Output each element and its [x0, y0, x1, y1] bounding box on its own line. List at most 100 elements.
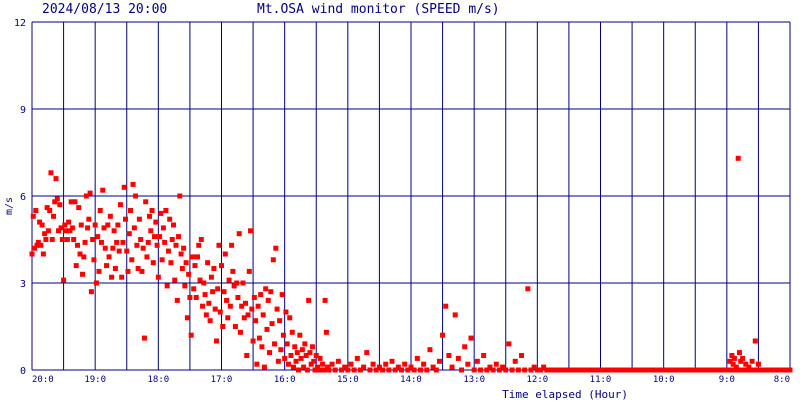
data-point [213, 338, 219, 344]
data-point [351, 367, 357, 373]
data-point [197, 277, 203, 283]
data-point [433, 367, 439, 373]
data-point [101, 225, 107, 231]
data-point [746, 364, 752, 370]
data-point [642, 367, 648, 373]
data-point [106, 254, 112, 260]
data-point [729, 353, 735, 358]
data-point [348, 361, 354, 367]
data-point [100, 187, 106, 193]
data-point [153, 219, 159, 225]
data-point [676, 367, 682, 373]
data-point [59, 237, 65, 242]
x-tick-label: 17:0 [211, 375, 233, 385]
data-point [58, 225, 64, 231]
data-point [318, 367, 324, 373]
data-point [34, 242, 40, 248]
data-point [313, 353, 319, 358]
data-point [443, 303, 449, 309]
data-point [446, 353, 452, 358]
data-point [173, 242, 179, 248]
data-point [361, 364, 367, 370]
data-point [240, 280, 246, 286]
data-point [718, 367, 724, 373]
data-point [695, 367, 701, 373]
data-point [364, 350, 370, 356]
data-point [752, 367, 758, 373]
data-point [174, 297, 180, 303]
data-point [284, 341, 290, 347]
data-point [117, 202, 123, 208]
y-axis-label: m/s [4, 197, 15, 215]
data-point [686, 367, 692, 373]
data-point [481, 353, 487, 358]
y-tick-label: 12 [14, 18, 26, 29]
data-point [85, 225, 91, 231]
data-point [144, 254, 150, 260]
x-tick-label: 18:0 [147, 375, 169, 385]
data-point [44, 205, 50, 211]
data-point [146, 213, 152, 219]
data-point [53, 176, 59, 182]
data-point [277, 318, 283, 324]
data-point [189, 254, 195, 260]
data-point [272, 341, 278, 347]
data-point [40, 251, 46, 257]
data-point [181, 245, 187, 251]
data-point [321, 367, 327, 373]
data-point [537, 367, 543, 373]
data-point [449, 364, 455, 370]
data-point [249, 306, 255, 312]
data-point [405, 367, 411, 373]
data-point [133, 193, 139, 199]
data-point [102, 245, 108, 251]
data-point [639, 367, 645, 373]
data-point [140, 245, 146, 251]
data-point [69, 225, 75, 231]
data-point [471, 367, 477, 373]
data-point [91, 257, 97, 263]
data-point [273, 245, 279, 251]
data-point [736, 350, 742, 356]
data-point [291, 364, 297, 370]
data-point [92, 222, 98, 228]
y-tick-label: 3 [20, 279, 26, 290]
data-point [465, 361, 471, 367]
data-point [736, 367, 742, 373]
data-point [285, 361, 291, 367]
data-point [560, 367, 566, 373]
data-point [566, 367, 572, 373]
data-point [424, 367, 430, 373]
data-point [620, 367, 626, 373]
data-point [765, 367, 771, 373]
data-point [96, 268, 102, 274]
data-point [288, 353, 294, 358]
data-point [107, 213, 113, 219]
data-point [339, 367, 345, 373]
data-point [229, 242, 235, 248]
data-point [109, 274, 115, 280]
header-timestamp: 2024/08/13 20:00 [42, 2, 167, 17]
data-point [154, 242, 160, 248]
data-point [64, 237, 70, 242]
data-point [280, 332, 286, 338]
data-point [302, 341, 308, 347]
data-point [293, 358, 299, 364]
data-point [97, 208, 103, 213]
data-point [320, 361, 326, 367]
data-point [104, 263, 110, 269]
data-point [93, 280, 99, 286]
data-point [47, 208, 53, 213]
data-point [357, 367, 363, 373]
data-point [114, 239, 120, 245]
data-point [743, 361, 749, 367]
data-point [283, 309, 289, 315]
tick-labels: 0 3 6 9 12 20:0 19:0 18:0 17:0 16:0 15:0 14:0 13:0 12… [14, 18, 790, 385]
data-point [778, 367, 784, 373]
data-point [236, 231, 242, 237]
data-point [150, 260, 156, 266]
data-point [187, 295, 193, 300]
data-point [138, 237, 144, 242]
data-point [48, 170, 54, 176]
data-point [759, 367, 765, 373]
